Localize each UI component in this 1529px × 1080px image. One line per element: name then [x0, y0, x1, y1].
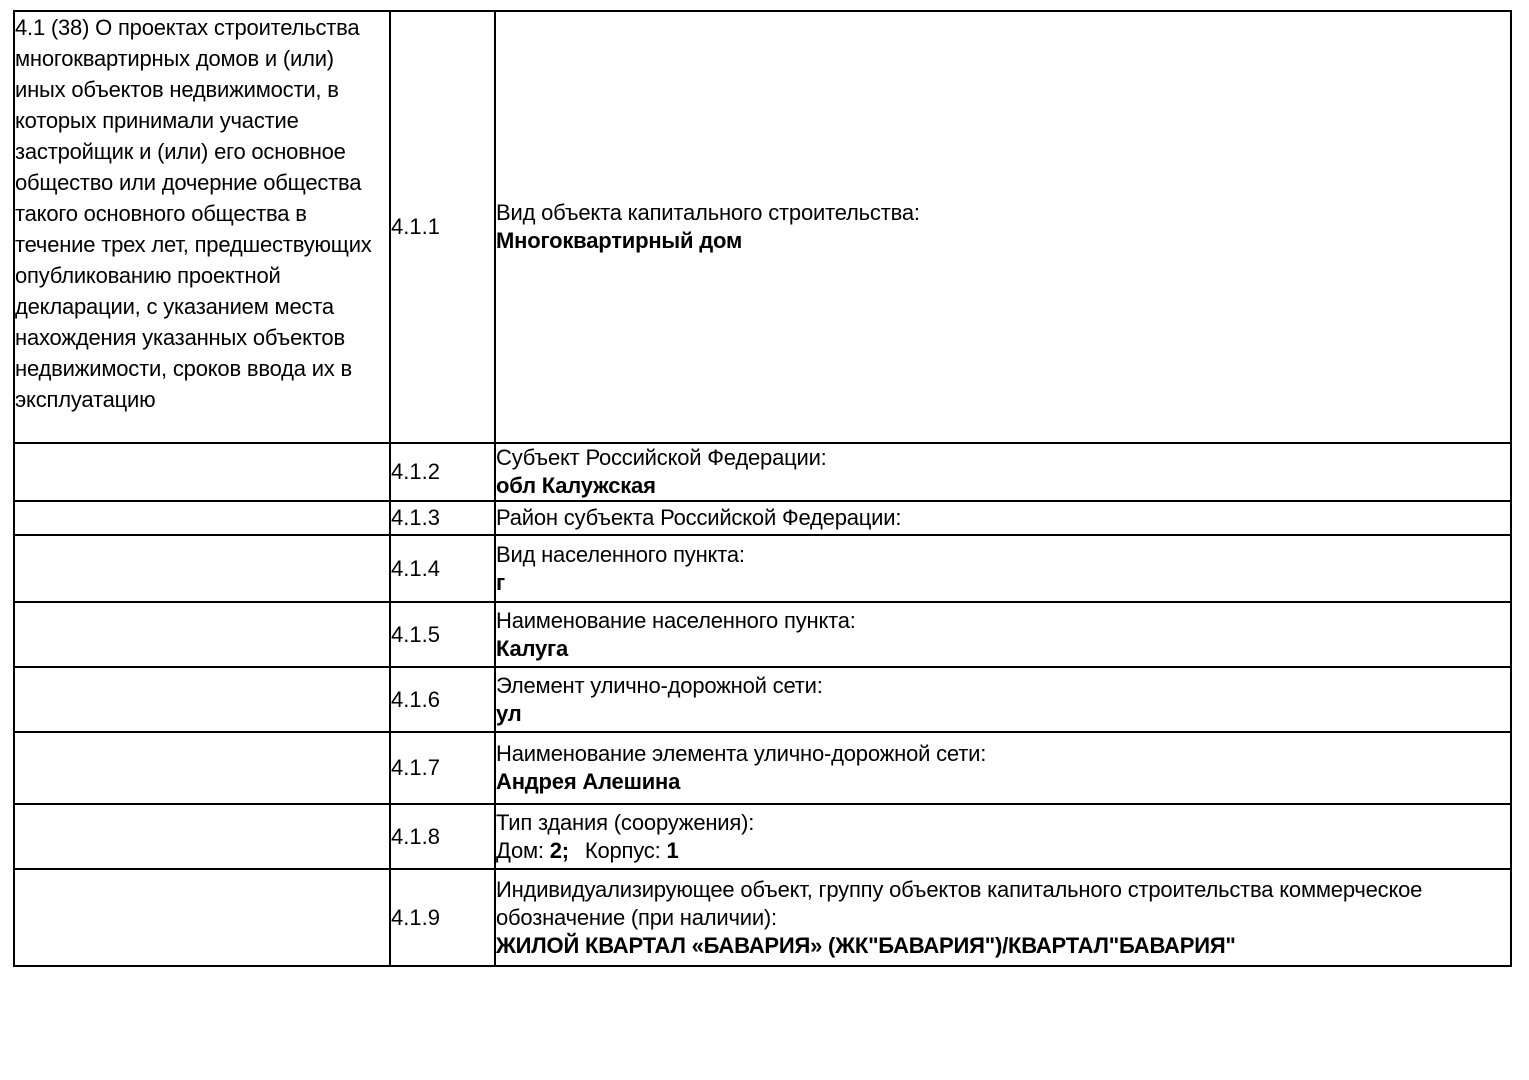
field-label: Наименование элемента улично-дорожной се…	[496, 741, 987, 766]
empty-cell	[13, 666, 391, 733]
field-value: Дом: 2; Корпус: 1	[496, 837, 1509, 865]
row-content: Вид населенного пункта: г	[494, 534, 1512, 603]
field-value: г	[496, 569, 505, 595]
empty-cell	[13, 868, 391, 967]
table-row: 4.1.6 Элемент улично-дорожной сети: ул	[13, 666, 1512, 733]
row-number: 4.1.7	[389, 731, 496, 805]
field-label: Вид населенного пункта:	[496, 541, 745, 567]
row-content: Наименование населенного пункта: Калуга	[494, 601, 1512, 668]
field-value: обл Калужская	[496, 473, 656, 498]
row-content: Элемент улично-дорожной сети: ул	[494, 666, 1512, 733]
table-row: 4.1.4 Вид населенного пункта: г	[13, 534, 1512, 603]
row-content: Субъект Российской Федерации: обл Калужс…	[494, 442, 1512, 502]
row-content: Наименование элемента улично-дорожной се…	[494, 731, 1512, 805]
field-label: Район субъекта Российской Федерации:	[496, 505, 902, 530]
empty-cell	[13, 500, 391, 536]
row-number: 4.1.6	[389, 666, 496, 733]
row-number: 4.1.5	[389, 601, 496, 668]
empty-cell	[13, 803, 391, 870]
row-number: 4.1.9	[389, 868, 496, 967]
row-number: 4.1.2	[389, 442, 496, 502]
field-value: Многоквартирный дом	[496, 228, 743, 253]
table-row: 4.1.8 Тип здания (сооружения): Дом: 2; К…	[13, 803, 1512, 870]
table-row: 4.1.9 Индивидуализирующее объект, группу…	[13, 868, 1512, 967]
field-label: Тип здания (сооружения):	[496, 809, 755, 835]
row-number: 4.1.4	[389, 534, 496, 603]
row-number: 4.1.1	[389, 10, 496, 444]
project-declaration-table: 4.1 (38) О проектах строительства многок…	[13, 10, 1512, 967]
house-label: Дом:	[496, 837, 544, 863]
table-row: 4.1.2 Субъект Российской Федерации: обл …	[13, 442, 1512, 502]
row-content: Вид объекта капитального строительства: …	[494, 10, 1512, 444]
field-value: ЖИЛОЙ КВАРТАЛ «БАВАРИЯ» (ЖК"БАВАРИЯ")/КВ…	[496, 932, 1236, 958]
field-value: Калуга	[496, 635, 569, 661]
table-row: 4.1.7 Наименование элемента улично-дорож…	[13, 731, 1512, 805]
row-number: 4.1.8	[389, 803, 496, 870]
section-description-cell: 4.1 (38) О проектах строительства многок…	[13, 10, 391, 444]
field-label: Субъект Российской Федерации:	[496, 445, 827, 470]
house-value: 2;	[549, 837, 569, 863]
empty-cell	[13, 442, 391, 502]
field-label: Наименование населенного пункта:	[496, 607, 856, 633]
empty-cell	[13, 534, 391, 603]
section-description: 4.1 (38) О проектах строительства многок…	[15, 15, 372, 412]
field-label: Элемент улично-дорожной сети:	[496, 672, 823, 698]
row-content: Район субъекта Российской Федерации:	[494, 500, 1512, 536]
empty-cell	[13, 601, 391, 668]
row-number: 4.1.3	[389, 500, 496, 536]
table-row: 4.1.5 Наименование населенного пункта: К…	[13, 601, 1512, 668]
field-value: Андрея Алешина	[496, 769, 681, 794]
field-value: ул	[496, 700, 522, 726]
row-content: Индивидуализирующее объект, группу объек…	[494, 868, 1512, 967]
field-label: Вид объекта капитального строительства:	[496, 200, 920, 225]
row-content: Тип здания (сооружения): Дом: 2; Корпус:…	[494, 803, 1512, 870]
building-value: 1	[666, 837, 679, 863]
table-row: 4.1 (38) О проектах строительства многок…	[13, 10, 1512, 444]
empty-cell	[13, 731, 391, 805]
table-row: 4.1.3 Район субъекта Российской Федераци…	[13, 500, 1512, 536]
building-label: Корпус:	[584, 837, 661, 863]
field-label: Индивидуализирующее объект, группу объек…	[496, 876, 1423, 930]
